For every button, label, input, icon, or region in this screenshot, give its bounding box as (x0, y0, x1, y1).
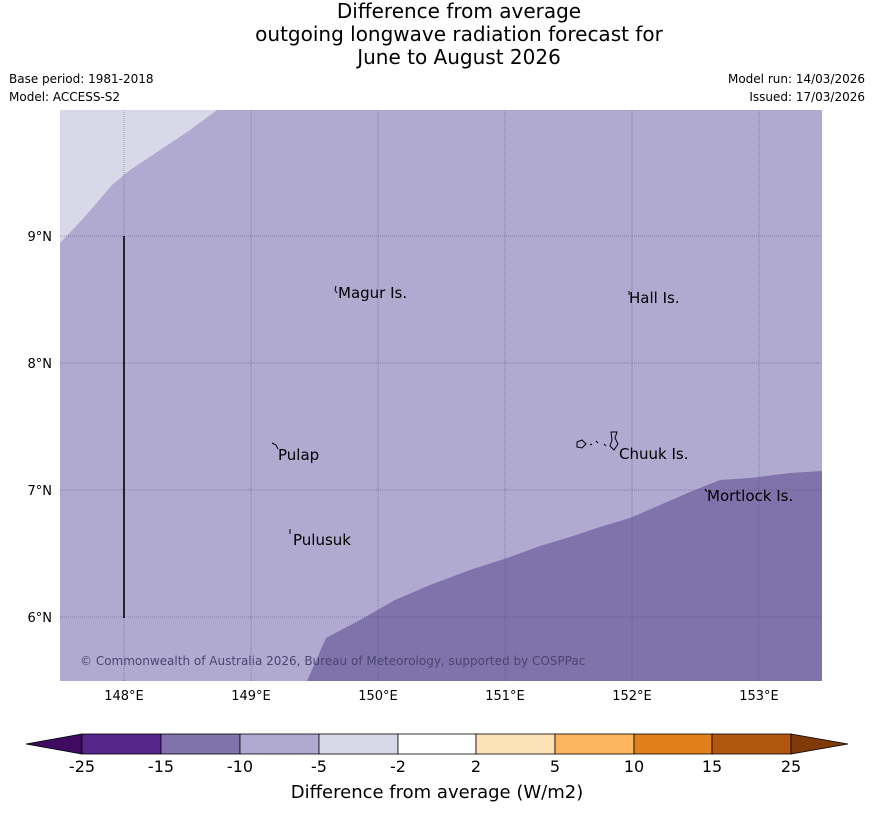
label-mortlock-is: Mortlock Is. (707, 487, 793, 505)
title-line-2: outgoing longwave radiation forecast for (255, 22, 663, 46)
colorbar-label: Difference from average (W/m2) (291, 782, 583, 803)
colorbar-tick-label: -25 (69, 757, 95, 776)
colorbar-tick-label: -10 (227, 757, 253, 776)
colorbar-tick-label: 10 (624, 757, 644, 776)
map-plot-area: Magur Is. Hall Is. Pulap Chuuk Is. Mortl… (60, 110, 822, 681)
colorbar-segment (81, 733, 162, 755)
region-minus-5-to-minus-2 (60, 110, 217, 243)
model-run: Model run: 14/03/2026 (727, 72, 865, 86)
colorbar-segment (239, 733, 320, 755)
colorbar-tick-label: 5 (550, 757, 560, 776)
colorbar-tick-label: -15 (148, 757, 174, 776)
colorbar-segment (397, 733, 477, 755)
colorbar-ticks: -25 -15 -10 -5 -2 2 5 10 15 25 (69, 757, 801, 776)
colorbar-segment (711, 733, 792, 755)
colorbar-tick-label: 2 (471, 757, 481, 776)
base-period: Base period: 1981-2018 (9, 72, 154, 86)
colorbar-tick-label: 15 (702, 757, 722, 776)
label-magur-is: Magur Is. (338, 284, 407, 302)
lon-label-151e: 151°E (485, 689, 525, 704)
colorbar-extend-low (25, 733, 83, 755)
model-name: Model: ACCESS-S2 (9, 90, 121, 104)
chuuk-lagoon-shape (576, 431, 619, 451)
lon-label-149e: 149°E (231, 689, 271, 704)
lat-label-9n: 9°N (28, 230, 53, 245)
title-line-1: Difference from average (336, 0, 582, 23)
colorbar-segment (160, 733, 241, 755)
lon-label-153e: 153°E (739, 689, 779, 704)
label-pulusuk: Pulusuk (293, 531, 351, 549)
colorbar-extend-high (790, 733, 849, 755)
map-title: Difference from average outgoing longwav… (0, 0, 873, 69)
region-minus-15-to-minus-10 (307, 471, 822, 681)
island-outlines (271, 285, 708, 534)
colorbar-tick-label: 25 (781, 757, 801, 776)
lat-label-8n: 8°N (28, 357, 53, 372)
meta-left: Base period: 1981-2018 Model: ACCESS-S2 (9, 70, 154, 106)
colorbar-tick-label: -2 (390, 757, 406, 776)
colorbar-segment (633, 733, 713, 755)
colorbar-segment (475, 733, 556, 755)
colorbar-segment (318, 733, 399, 755)
meta-right: Model run: 14/03/2026 Issued: 17/03/2026 (728, 70, 865, 106)
label-chuuk-is: Chuuk Is. (619, 445, 688, 463)
lat-label-6n: 6°N (28, 611, 53, 626)
colorbar-tick-label: -5 (311, 757, 327, 776)
lon-label-148e: 148°E (104, 689, 144, 704)
colorbar-segment (554, 733, 635, 755)
forecast-map: Magur Is. Hall Is. Pulap Chuuk Is. Mortl… (28, 110, 822, 704)
graticule (60, 110, 822, 681)
title-line-3: June to August 2026 (357, 45, 561, 69)
pulap-island-shape (271, 442, 279, 450)
lon-label-150e: 150°E (358, 689, 398, 704)
colorbar-segments (25, 733, 849, 755)
magur-island-shape (334, 285, 338, 294)
label-hall-is: Hall Is. (629, 289, 680, 307)
lon-label-152e: 152°E (612, 689, 652, 704)
issued-date: Issued: 17/03/2026 (749, 90, 865, 104)
mortlock-island-shape (704, 488, 708, 493)
label-pulap: Pulap (278, 446, 319, 464)
copyright-notice: © Commonwealth of Australia 2026, Bureau… (80, 654, 585, 668)
lat-label-7n: 7°N (28, 484, 53, 499)
